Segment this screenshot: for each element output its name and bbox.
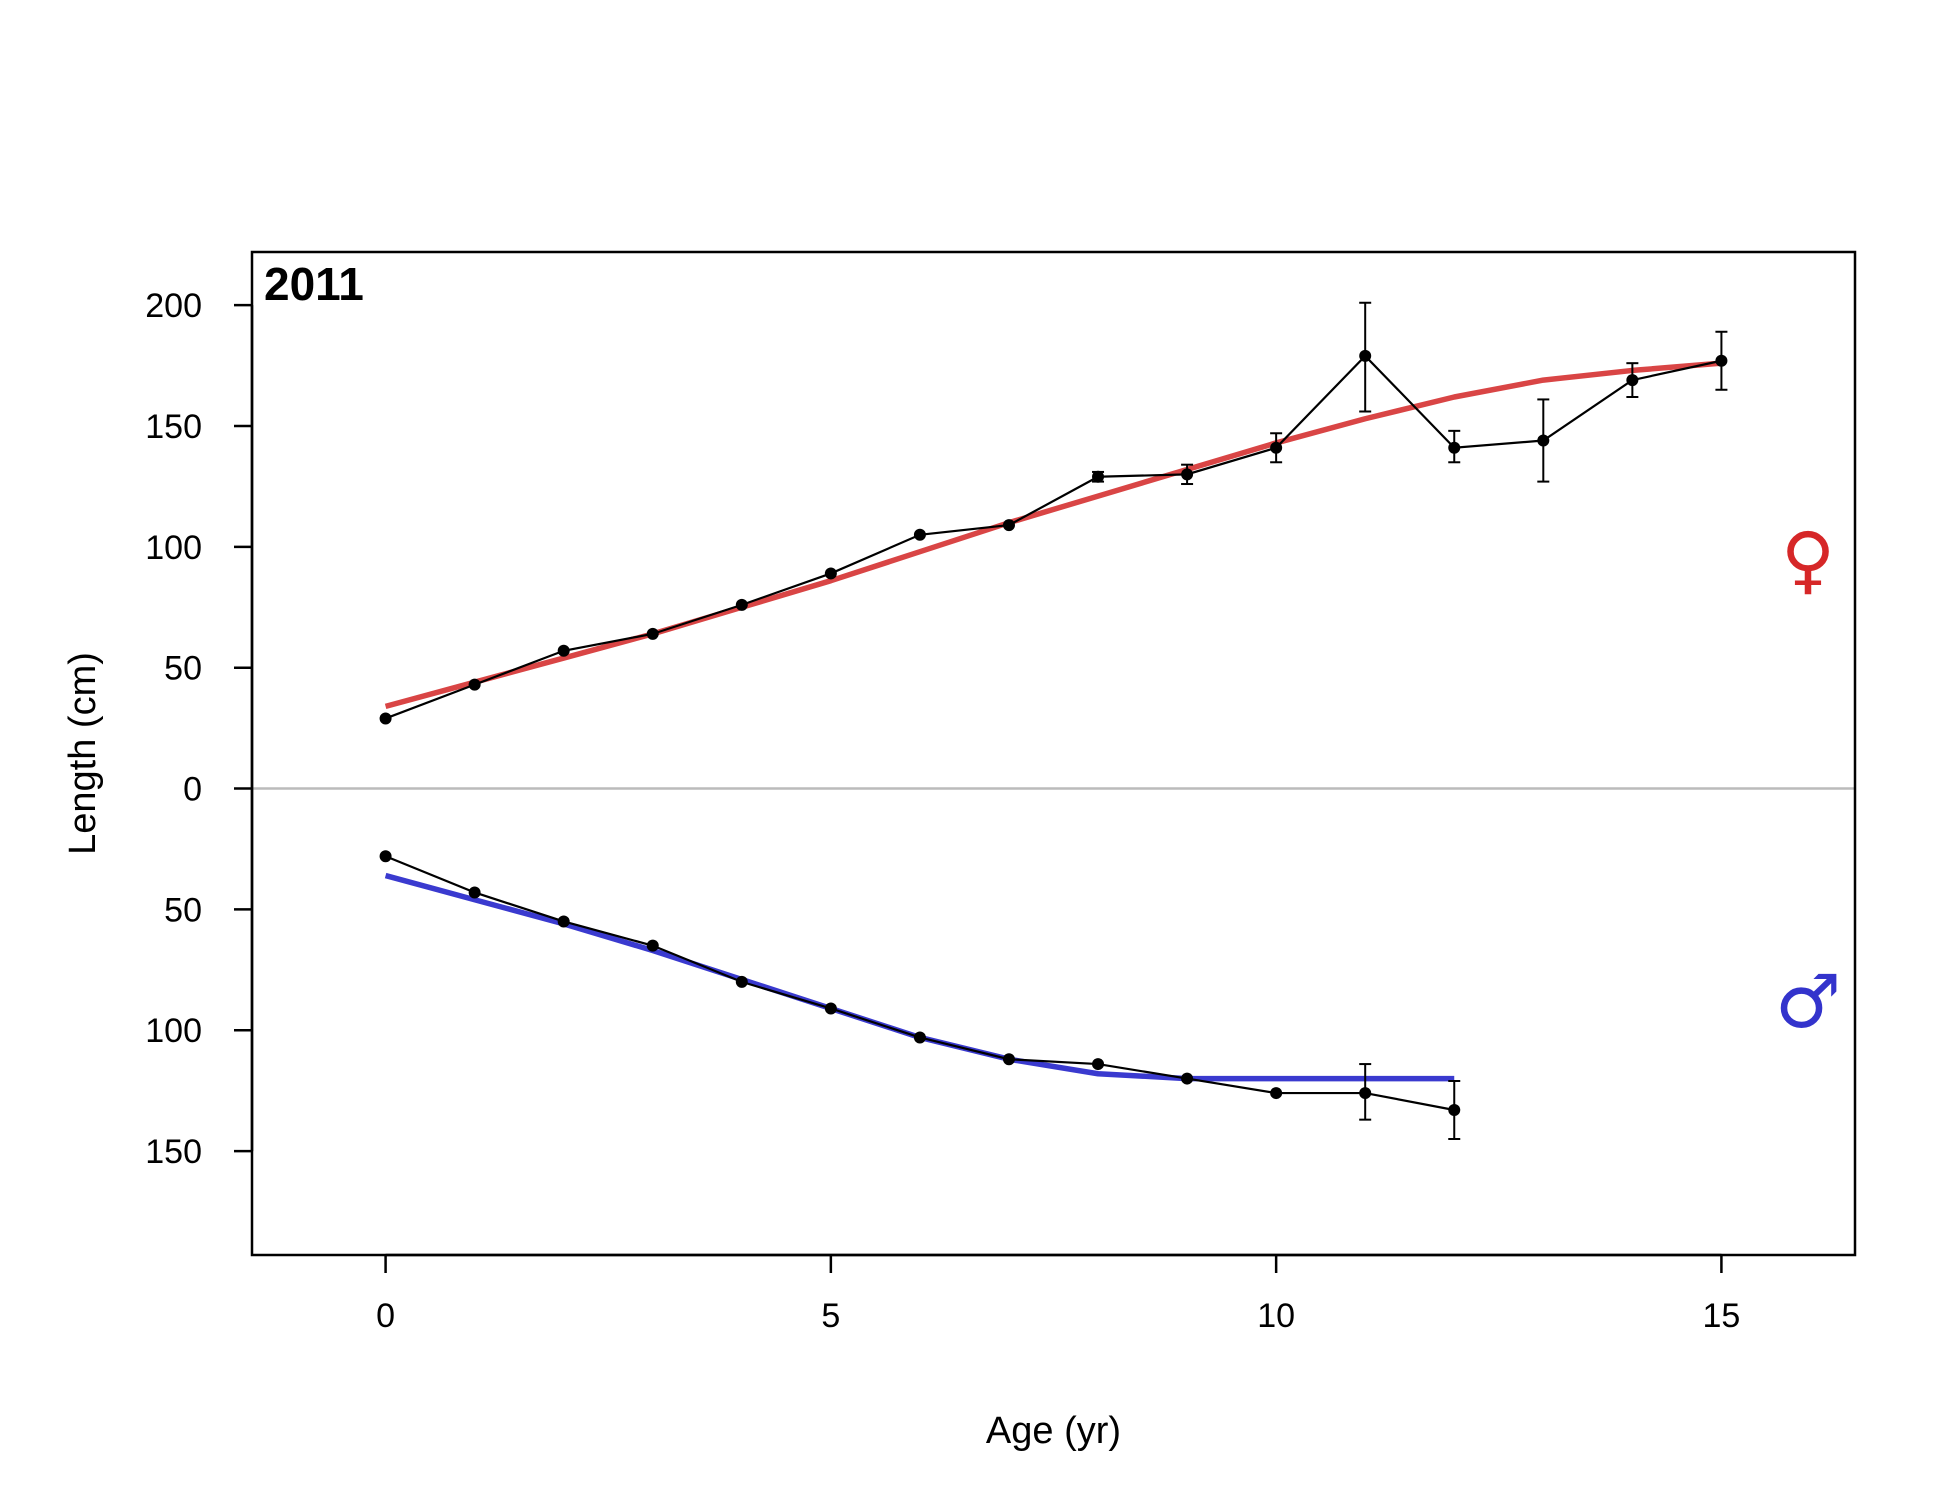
- female-data-point: [1181, 468, 1194, 481]
- x-tick-label: 15: [1703, 1297, 1741, 1335]
- x-tick-label: 5: [821, 1297, 840, 1335]
- female-observed-line: [385, 354, 1722, 720]
- female-data-point: [1626, 374, 1639, 387]
- female-data-point: [1092, 470, 1105, 483]
- y-tick-label: 150: [145, 1133, 202, 1171]
- male-data-point: [1359, 1087, 1372, 1100]
- y-tick-label: 100: [145, 1012, 202, 1050]
- female-data-point: [735, 598, 748, 611]
- male-data-point: [646, 939, 659, 952]
- y-axis-title: Length (cm): [62, 652, 104, 855]
- female-data-point: [1448, 441, 1461, 454]
- female-data-point: [379, 712, 392, 725]
- female-data-point: [824, 567, 837, 580]
- observed-data: [379, 301, 1728, 1140]
- male-data-point: [468, 886, 481, 899]
- female-data-point: [1002, 519, 1015, 532]
- male-data-point: [1270, 1087, 1283, 1100]
- y-tick-label: 0: [183, 771, 202, 809]
- x-tick-label: 10: [1257, 1297, 1295, 1335]
- male-data-point: [735, 975, 748, 988]
- female-data-point: [1537, 434, 1550, 447]
- female-fitted-curve: [384, 360, 1722, 710]
- y-tick-label: 100: [145, 529, 202, 567]
- y-tick-label: 50: [164, 650, 202, 688]
- y-tick-label: 150: [145, 408, 202, 446]
- female-data-point: [468, 678, 481, 691]
- male-data-point: [1181, 1072, 1194, 1085]
- male-data-point: [913, 1031, 926, 1044]
- male-data-point: [379, 850, 392, 863]
- panel-year-label: 2011: [264, 258, 364, 310]
- sex-symbols: ♀♂: [1775, 517, 1841, 1045]
- x-axis-title: Age (yr): [986, 1410, 1121, 1452]
- female-data-point: [646, 627, 659, 640]
- y-tick-label: 200: [145, 287, 202, 325]
- male-data-point: [1092, 1058, 1105, 1071]
- x-tick-label: 0: [376, 1297, 395, 1335]
- male-symbol: ♂: [1775, 959, 1841, 1045]
- female-symbol: ♀: [1781, 517, 1835, 603]
- male-data-point: [824, 1002, 837, 1015]
- y-axis: 200 150 100 50 0 50 100 150: [145, 287, 254, 1171]
- female-data-point: [1715, 354, 1728, 367]
- male-data-point: [1002, 1053, 1015, 1066]
- male-data-point: [557, 915, 570, 928]
- female-data-point: [913, 528, 926, 541]
- female-data-point: [1270, 441, 1283, 454]
- x-axis: 0 5 10 15: [376, 1253, 1741, 1335]
- male-data-point: [1448, 1103, 1461, 1116]
- female-data-point: [1359, 349, 1372, 362]
- female-data-point: [557, 644, 570, 657]
- y-tick-label: 50: [164, 891, 202, 929]
